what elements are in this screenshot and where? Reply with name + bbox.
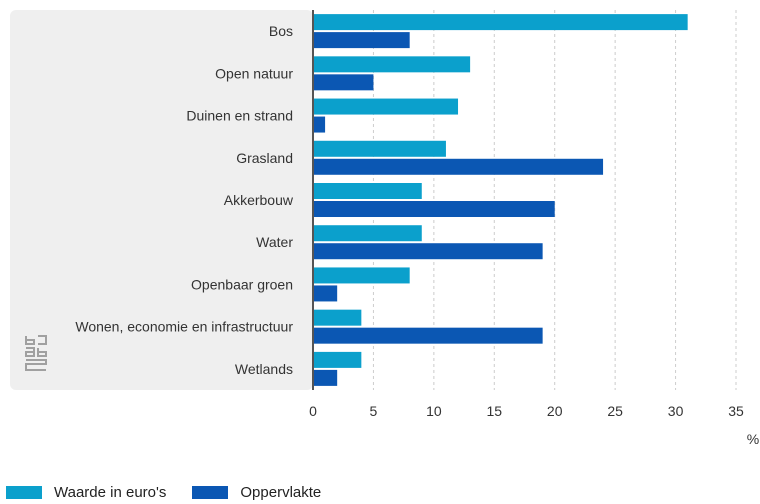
legend-item-waarde: Waarde in euro's: [6, 484, 166, 501]
category-label: Duinen en strand: [186, 108, 293, 124]
legend-label-oppervlakte: Oppervlakte: [240, 484, 322, 501]
x-tick-labels: 0 5 10 15 20 25 30 35: [309, 403, 744, 419]
bar-oppervlakte: [313, 32, 410, 49]
bar-oppervlakte: [313, 158, 604, 175]
bar-oppervlakte: [313, 116, 326, 133]
category-label-background: [10, 10, 313, 390]
bar-waarde: [313, 225, 422, 242]
bar-waarde: [313, 183, 422, 199]
legend-label-waarde: Waarde in euro's: [54, 484, 167, 501]
x-tick-label: 10: [426, 403, 442, 419]
x-unit-label: %: [747, 431, 759, 447]
bar-oppervlakte: [313, 243, 543, 260]
bar-waarde: [313, 267, 410, 284]
cbs-logo-icon: [24, 334, 48, 377]
legend-swatch-oppervlakte: [192, 486, 229, 499]
bar-waarde: [313, 351, 362, 368]
category-label: Openbaar groen: [191, 276, 293, 292]
bar-waarde: [313, 98, 459, 115]
bar-waarde: [313, 14, 688, 31]
bar-waarde: [313, 309, 362, 326]
legend-swatch-waarde: [6, 486, 42, 499]
x-tick-label: 25: [607, 403, 623, 419]
bar-oppervlakte: [313, 74, 374, 91]
category-label: Akkerbouw: [224, 192, 294, 208]
category-label: Wonen, economie en infrastructuur: [75, 319, 293, 335]
category-label: Open natuur: [215, 65, 293, 81]
x-tick-label: 35: [728, 403, 744, 419]
category-label: Water: [256, 234, 293, 250]
x-tick-label: 5: [370, 403, 378, 419]
x-tick-label: 15: [486, 403, 502, 419]
x-tick-label: 20: [547, 403, 563, 419]
x-tick-label: 0: [309, 403, 317, 419]
legend-item-oppervlakte: Oppervlakte: [192, 484, 321, 501]
bar-chart: Bos Open natuur Duinen en strand Grasland Ak…: [10, 10, 759, 447]
bar-oppervlakte: [313, 327, 543, 344]
bar-waarde: [313, 140, 446, 157]
category-label: Bos: [269, 23, 293, 39]
category-label: Wetlands: [235, 361, 293, 377]
legend: Waarde in euro's Oppervlakte: [6, 484, 347, 501]
x-tick-label: 30: [668, 403, 684, 419]
category-label: Grasland: [236, 150, 293, 166]
bars: [313, 14, 688, 386]
bar-oppervlakte: [313, 285, 338, 302]
bar-waarde: [313, 56, 471, 73]
bar-oppervlakte: [313, 201, 555, 217]
bar-oppervlakte: [313, 369, 338, 386]
category-labels: Bos Open natuur Duinen en strand Grasland Ak…: [75, 23, 294, 377]
